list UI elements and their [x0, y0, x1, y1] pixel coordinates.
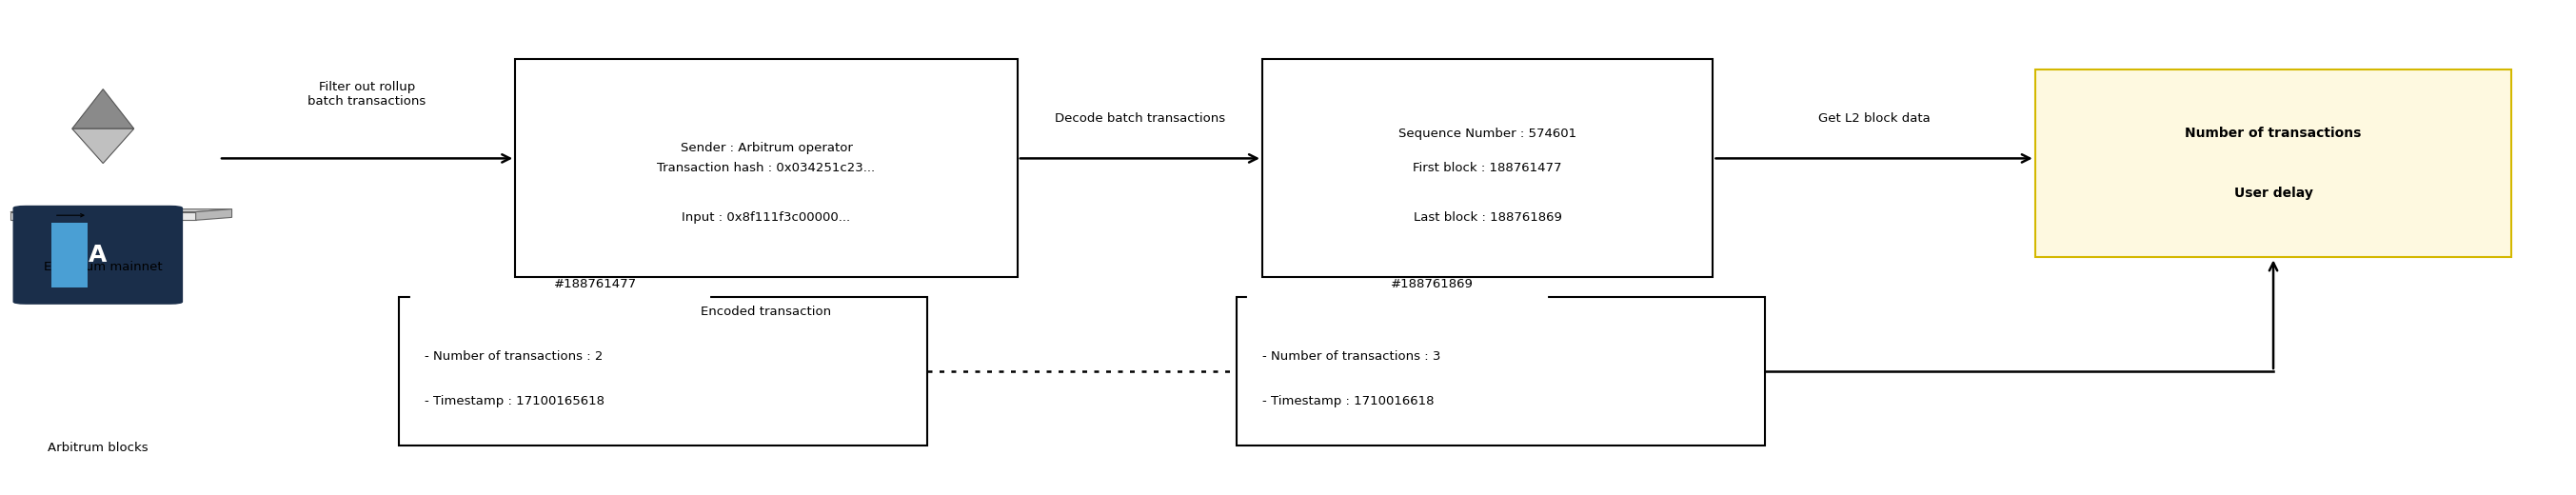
Text: - Number of transactions : 3: - Number of transactions : 3 — [1262, 350, 1440, 362]
Polygon shape — [124, 212, 196, 220]
Text: Last block : 188761869: Last block : 188761869 — [1414, 211, 1561, 224]
Polygon shape — [124, 209, 232, 212]
FancyBboxPatch shape — [13, 205, 183, 304]
Text: Encoded transaction: Encoded transaction — [701, 305, 832, 318]
Text: Filter out rollup
batch transactions: Filter out rollup batch transactions — [309, 81, 425, 107]
Text: Sequence Number : 574601: Sequence Number : 574601 — [1399, 128, 1577, 140]
FancyBboxPatch shape — [515, 59, 1018, 277]
Polygon shape — [72, 89, 134, 129]
Text: Number of transactions: Number of transactions — [2184, 127, 2362, 140]
Text: #188761869: #188761869 — [1391, 278, 1473, 291]
FancyBboxPatch shape — [52, 223, 88, 287]
Text: #188761477: #188761477 — [554, 278, 636, 291]
Text: - Timestamp : 17100165618: - Timestamp : 17100165618 — [425, 395, 605, 407]
Text: Get L2 block data: Get L2 block data — [1819, 112, 1929, 125]
FancyBboxPatch shape — [1262, 59, 1713, 277]
Text: Transaction hash : 0x034251c23...: Transaction hash : 0x034251c23... — [657, 162, 876, 175]
FancyBboxPatch shape — [2035, 69, 2512, 257]
Polygon shape — [82, 209, 118, 220]
Polygon shape — [10, 209, 118, 212]
Text: Decode batch transactions: Decode batch transactions — [1054, 112, 1226, 125]
Text: Arbitrum blocks: Arbitrum blocks — [46, 442, 149, 454]
Text: - Number of transactions : 2: - Number of transactions : 2 — [425, 350, 603, 362]
Text: Sender : Arbitrum operator: Sender : Arbitrum operator — [680, 142, 853, 154]
Text: User delay: User delay — [2233, 187, 2313, 199]
Polygon shape — [139, 209, 175, 220]
Polygon shape — [67, 212, 139, 220]
FancyBboxPatch shape — [399, 297, 927, 446]
Text: - Timestamp : 1710016618: - Timestamp : 1710016618 — [1262, 395, 1435, 407]
Text: First block : 188761477: First block : 188761477 — [1414, 162, 1561, 175]
FancyBboxPatch shape — [1236, 297, 1765, 446]
Text: Ethereum mainnet: Ethereum mainnet — [44, 261, 162, 273]
Polygon shape — [196, 209, 232, 220]
Polygon shape — [67, 209, 175, 212]
Text: Input : 0x8f111f3c00000...: Input : 0x8f111f3c00000... — [683, 211, 850, 224]
Text: A: A — [88, 244, 108, 266]
Polygon shape — [72, 129, 134, 163]
Polygon shape — [10, 212, 82, 220]
